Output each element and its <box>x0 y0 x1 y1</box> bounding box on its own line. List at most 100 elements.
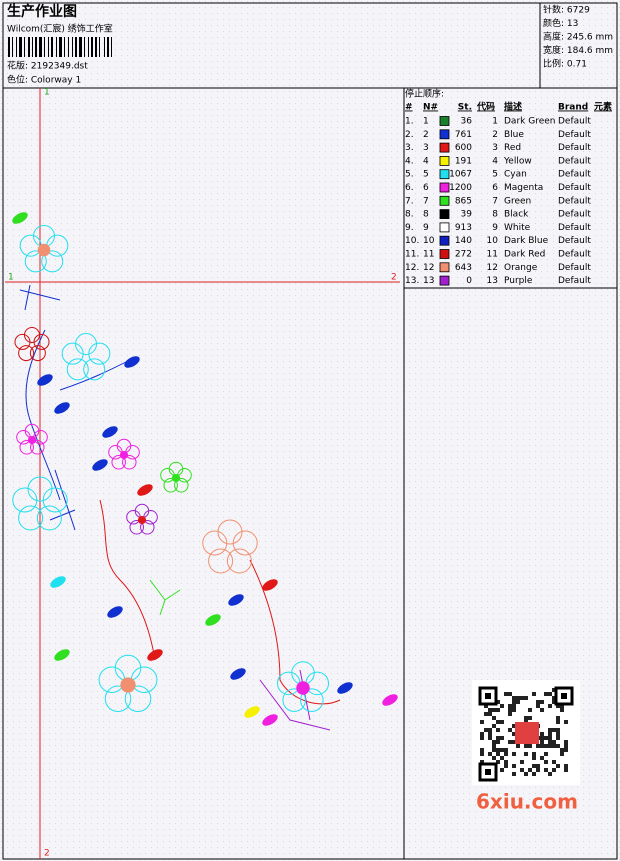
qr-cell <box>540 732 544 736</box>
barcode-bar <box>51 37 53 57</box>
qr-cell <box>492 724 496 728</box>
qr-cell <box>540 736 544 740</box>
barcode-bar <box>72 37 73 57</box>
qr-cell <box>564 748 568 752</box>
qr-cell <box>492 716 496 720</box>
qr-cell <box>512 732 516 736</box>
row-index: 9. <box>405 223 414 233</box>
barcode-bar <box>56 37 57 57</box>
petal <box>66 358 89 381</box>
qr-cell <box>480 736 484 740</box>
code: 10 <box>487 236 499 246</box>
needle: 8 <box>423 210 429 220</box>
flower-center <box>137 515 147 525</box>
leaf <box>137 484 153 496</box>
petal <box>174 478 189 493</box>
qr-cell <box>564 740 568 744</box>
stitches: 36 <box>461 117 473 127</box>
code: 6 <box>492 183 498 193</box>
brand: Default <box>558 263 591 273</box>
brand: Default <box>558 250 591 260</box>
qr-cell <box>504 748 508 752</box>
petal <box>30 440 45 455</box>
petal <box>14 333 31 350</box>
title: 生产作业图 <box>7 3 77 20</box>
qr-cell <box>548 740 552 744</box>
flower-center <box>296 681 310 695</box>
qr-cell <box>524 744 528 748</box>
qr-cell <box>560 708 564 712</box>
barcode-bar <box>44 37 45 57</box>
qr-cell <box>540 756 544 760</box>
column-header: # <box>405 103 413 113</box>
color-swatch <box>439 142 450 153</box>
petal <box>208 548 234 574</box>
qr-cell <box>496 720 500 724</box>
qr-cell <box>544 768 548 772</box>
leaf <box>54 402 70 414</box>
petal <box>83 358 106 381</box>
petal <box>88 342 111 365</box>
qr-cell <box>536 744 540 748</box>
petal <box>122 455 137 470</box>
colorway: 色位: Colorway 1 <box>7 74 81 86</box>
qr-cell <box>552 728 556 732</box>
crosshair-label: 2 <box>44 849 50 859</box>
needle: 6 <box>423 183 429 193</box>
description: Orange <box>504 263 538 273</box>
color-swatch <box>439 182 450 193</box>
petal <box>42 487 68 513</box>
qr-cell <box>532 772 536 776</box>
qr-cell <box>540 700 544 704</box>
leaf <box>228 594 244 606</box>
row-index: 3. <box>405 143 414 153</box>
brand: Default <box>558 276 591 286</box>
barcode-bar <box>59 37 62 57</box>
petal <box>27 476 53 502</box>
needle: 10 <box>423 236 435 246</box>
qr-cell <box>496 748 500 752</box>
qr-cell <box>532 752 536 756</box>
brand: Default <box>558 156 591 166</box>
studio: Wilcom(汇宸) 绣饰工作室 <box>7 23 113 35</box>
qr-cell <box>500 768 504 772</box>
petal <box>163 478 178 493</box>
qr-cell <box>484 712 488 716</box>
color-swatch <box>439 155 450 166</box>
qr-cell <box>556 716 560 720</box>
qr-cell <box>512 752 516 756</box>
leaf <box>107 606 123 618</box>
barcode-bar <box>12 37 13 57</box>
barcode-bar <box>84 37 85 57</box>
petal <box>61 342 84 365</box>
color-swatch <box>439 116 450 126</box>
barcode-bar <box>32 37 33 57</box>
qr-cell <box>520 696 524 700</box>
qr-cell <box>496 728 500 732</box>
qr-cell <box>544 752 548 756</box>
leaf <box>205 614 221 626</box>
qr-cell <box>556 704 560 708</box>
barcode-bar <box>35 37 37 57</box>
qr-cell <box>536 768 540 772</box>
summary-field: 比例: 0.71 <box>543 58 587 70</box>
petal <box>18 505 44 531</box>
barcode-bar <box>24 37 25 57</box>
qr-cell <box>488 736 492 740</box>
qr-cell <box>480 748 484 752</box>
qr-logo <box>515 722 539 744</box>
stitches: 0 <box>466 276 472 286</box>
code: 11 <box>487 250 498 260</box>
design-file: 花版: 2192349.dst <box>7 60 88 72</box>
qr-cell <box>512 700 516 704</box>
qr-cell <box>504 760 508 764</box>
qr-cell <box>488 728 492 732</box>
qr-cell <box>532 764 536 768</box>
barcode-bar <box>79 37 82 57</box>
crosshair-label: 2 <box>391 273 397 283</box>
qr-cell <box>548 736 552 740</box>
qr-cell <box>520 760 524 764</box>
qr-cell <box>496 736 500 740</box>
stop-sequence-table: # N# St. 代码 描述 Brand 元素1. 1 36 1 Dark Green Default… <box>405 101 612 287</box>
qr-cell <box>528 716 532 720</box>
